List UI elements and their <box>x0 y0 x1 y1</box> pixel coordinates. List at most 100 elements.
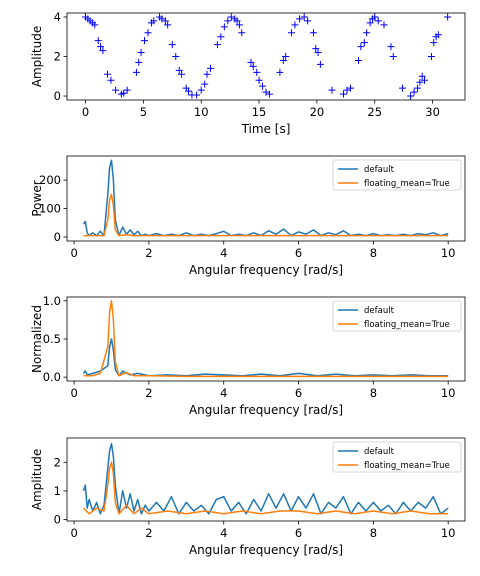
data-point <box>300 13 308 21</box>
series-line-floating-mean <box>82 461 449 515</box>
y-tick-label: 1.0 <box>43 294 61 308</box>
data-point <box>168 41 176 49</box>
data-point <box>135 58 143 66</box>
data-point <box>430 39 438 47</box>
data-point <box>291 21 299 29</box>
y-axis-label: Normalized <box>30 305 44 373</box>
y-tick-label: 0.0 <box>43 370 61 384</box>
y-tick-label: 0 <box>54 513 61 527</box>
y-axis-label: Amplitude <box>30 26 44 88</box>
y-tick-label: 4 <box>54 10 61 24</box>
data-point <box>399 84 407 92</box>
axes-frame <box>66 437 466 522</box>
x-tick-label: 20 <box>310 105 325 119</box>
data-point <box>197 86 205 94</box>
series-line-default <box>82 338 449 377</box>
x-tick-label: 0 <box>82 105 89 119</box>
x-tick-label: 0 <box>70 386 77 400</box>
y-tick-label: 2 <box>54 455 61 469</box>
data-point <box>328 86 336 94</box>
x-axis-label: Angular frequency [rad/s] <box>189 543 343 557</box>
data-point <box>175 66 183 74</box>
data-point <box>380 21 388 29</box>
data-point <box>366 19 374 27</box>
legend: default floating_mean=True <box>332 300 462 332</box>
data-point <box>387 43 395 51</box>
data-point <box>107 76 115 84</box>
data-point <box>316 60 324 68</box>
data-point <box>410 88 418 96</box>
x-tick-label: 6 <box>295 246 302 260</box>
data-point <box>213 41 221 49</box>
data-point <box>265 90 273 98</box>
series-line-default <box>82 442 449 515</box>
data-point <box>346 84 354 92</box>
data-point <box>296 15 304 23</box>
data-point <box>340 90 348 98</box>
legend: default floating_mean=True <box>332 159 462 191</box>
data-point <box>421 76 429 84</box>
y-axis-label: Power <box>30 180 44 216</box>
legend-entry: floating_mean=True <box>364 320 450 330</box>
legend-box <box>332 441 462 473</box>
x-tick-label: 6 <box>295 386 302 400</box>
x-tick-label: 8 <box>370 246 377 260</box>
series-line-floating-mean <box>83 193 449 237</box>
data-point <box>374 17 382 25</box>
legend-entry: floating_mean=True <box>364 179 450 189</box>
y-axis-label: Amplitude <box>30 449 44 511</box>
data-point <box>314 49 322 57</box>
x-tick-label: 25 <box>367 105 382 119</box>
data-point <box>238 29 246 37</box>
data-point <box>427 53 435 60</box>
data-point <box>249 62 257 70</box>
data-point <box>418 72 426 80</box>
legend-entry: default <box>364 165 395 175</box>
axes-frame <box>66 155 466 242</box>
data-point <box>144 29 152 37</box>
data-point <box>123 86 131 94</box>
y-tick-label: 2 <box>54 50 61 64</box>
data-point <box>414 84 422 92</box>
data-point <box>407 92 415 100</box>
data-point <box>282 53 290 60</box>
data-point <box>224 17 232 25</box>
x-tick-label: 10 <box>441 246 456 260</box>
x-axis-label: Time [s] <box>241 122 291 136</box>
x-tick-label: 8 <box>370 386 377 400</box>
data-point <box>276 68 284 76</box>
data-point <box>309 29 317 37</box>
data-point <box>120 89 128 97</box>
data-point <box>203 70 211 78</box>
chart-panel-4: 0 2 4 6 8 10 0 1 2 Angular frequency [rad/s] Ampli… <box>30 437 466 557</box>
legend: default floating_mean=True <box>332 441 462 473</box>
data-point <box>220 23 228 31</box>
x-tick-label: 4 <box>220 386 227 400</box>
x-tick-label: 10 <box>194 105 209 119</box>
series-line-default <box>82 159 449 237</box>
data-point <box>172 53 180 60</box>
x-tick-label: 10 <box>441 526 456 540</box>
legend-entry: floating_mean=True <box>364 461 450 471</box>
data-point <box>253 68 261 76</box>
data-point <box>247 58 255 66</box>
y-tick-label: 1 <box>54 484 61 498</box>
legend-box <box>332 300 462 332</box>
x-tick-label: 8 <box>370 526 377 540</box>
data-point <box>312 45 320 53</box>
data-point <box>103 70 111 78</box>
chart-panel-3: 0 2 4 6 8 10 0.0 0.5 1.0 Angular frequency [rad/s… <box>30 294 466 417</box>
y-tick-label: 100 <box>39 202 61 216</box>
data-point <box>304 17 312 25</box>
x-tick-label: 0 <box>70 526 77 540</box>
data-point <box>235 21 243 29</box>
data-point <box>184 87 192 95</box>
x-tick-label: 5 <box>140 105 147 119</box>
data-point <box>132 68 140 76</box>
x-tick-label: 30 <box>425 105 440 119</box>
data-point <box>279 56 287 64</box>
data-point <box>161 17 169 25</box>
data-point <box>141 37 149 45</box>
